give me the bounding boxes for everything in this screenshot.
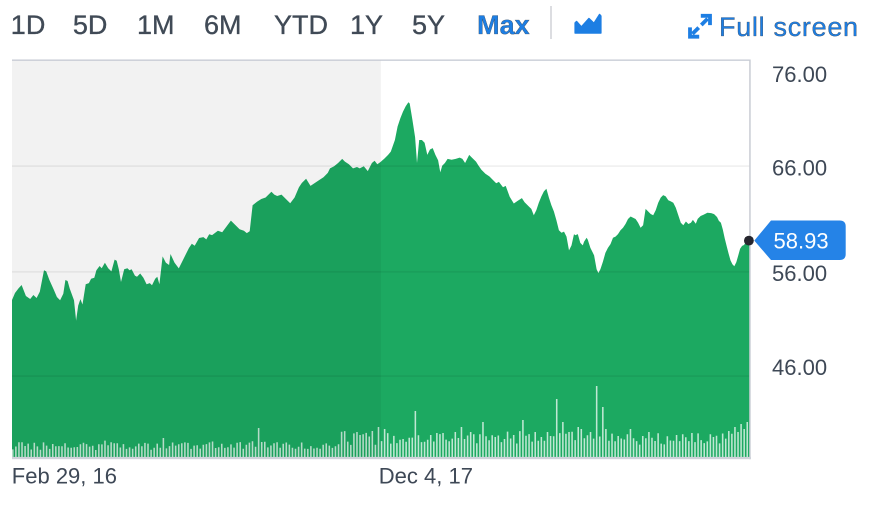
svg-text:Dec 4, 17: Dec 4, 17 [379, 463, 473, 488]
svg-text:5Y: 5Y [412, 10, 445, 40]
svg-text:1D: 1D [11, 10, 46, 40]
svg-text:56.00: 56.00 [772, 261, 827, 286]
svg-text:Feb 29, 16: Feb 29, 16 [12, 463, 117, 488]
svg-text:1M: 1M [137, 10, 175, 40]
svg-text:66.00: 66.00 [772, 155, 827, 180]
svg-text:46.00: 46.00 [772, 355, 827, 380]
svg-text:76.00: 76.00 [772, 62, 827, 87]
svg-text:5D: 5D [73, 10, 108, 40]
svg-text:1Y: 1Y [350, 10, 383, 40]
svg-text:Max: Max [477, 10, 530, 40]
svg-text:58.93: 58.93 [774, 229, 829, 254]
svg-text:YTD: YTD [274, 10, 328, 40]
svg-text:6M: 6M [204, 10, 242, 40]
svg-text:Full screen: Full screen [719, 12, 859, 42]
